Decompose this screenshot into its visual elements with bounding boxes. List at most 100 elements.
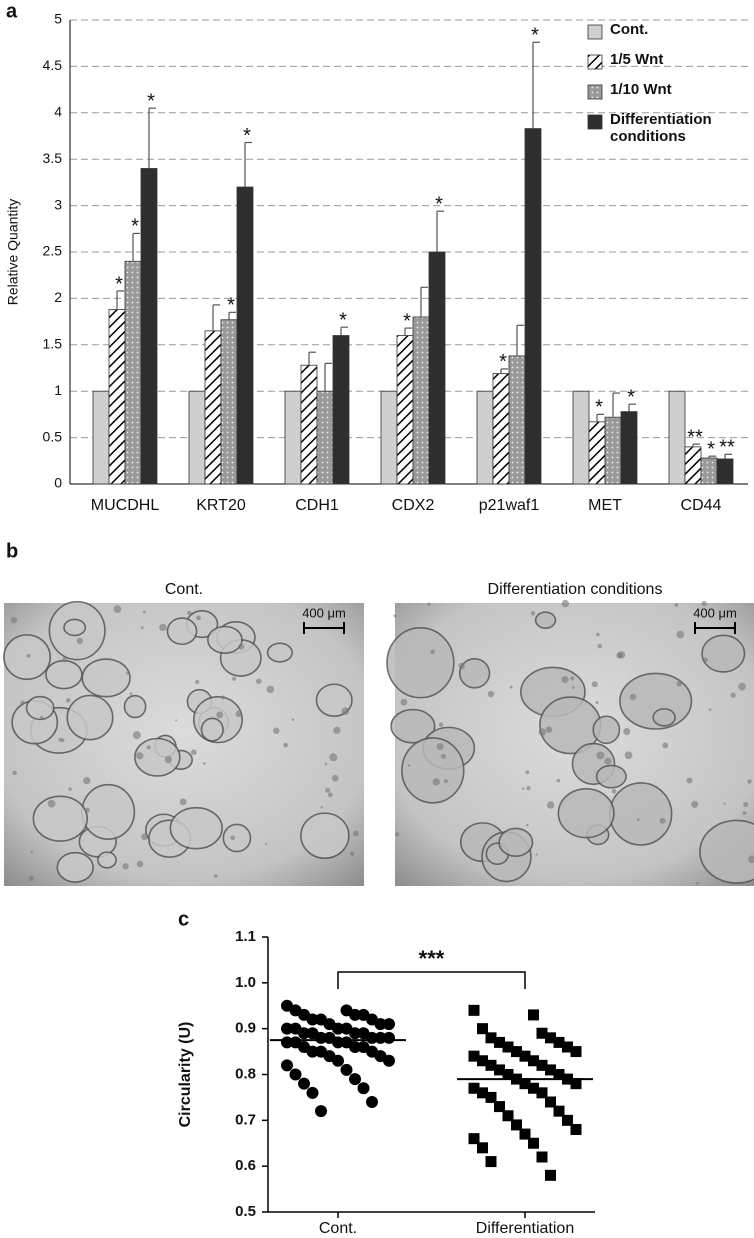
bar: [412, 316, 430, 485]
x-tick-label: MUCDHL: [91, 497, 160, 514]
debris: [535, 853, 538, 856]
data-point: [468, 1133, 480, 1145]
data-point: [553, 1105, 565, 1117]
data-point: [536, 1027, 548, 1039]
y-axis-label: Circularity (U): [177, 1022, 194, 1128]
organoid: [81, 658, 131, 698]
debris: [141, 833, 148, 841]
organoid: [81, 783, 136, 840]
debris: [427, 602, 431, 606]
x-tick-label-box: Cont.: [318, 1220, 358, 1237]
y-tick-label: 4.5: [43, 57, 63, 73]
data-point: [494, 1036, 505, 1048]
data-point: [289, 1068, 302, 1081]
data-point: [468, 1082, 480, 1094]
debris: [487, 690, 495, 698]
debris: [325, 787, 331, 793]
bar: [492, 373, 510, 485]
bar: [700, 457, 718, 485]
debris: [122, 863, 129, 870]
debris: [596, 632, 600, 637]
debris: [691, 800, 699, 808]
data-point: [340, 1063, 353, 1076]
y-tick-label: 0.8: [235, 1065, 256, 1082]
data-point: [315, 1105, 327, 1118]
organoid: [592, 715, 621, 745]
organoid: [300, 812, 350, 860]
data-point: [528, 1009, 539, 1021]
bar: [204, 330, 222, 485]
organoid: [401, 737, 465, 804]
organoid: [266, 642, 293, 663]
debris: [40, 715, 44, 720]
debris: [443, 779, 448, 784]
bar: [140, 168, 158, 485]
significance-label: **: [719, 437, 735, 459]
micrograph-title: Cont.: [164, 581, 204, 599]
data-point: [468, 1004, 480, 1016]
data-point: [485, 1059, 497, 1071]
debris: [143, 610, 146, 614]
debris: [723, 802, 726, 805]
debris: [159, 623, 167, 632]
debris: [30, 851, 34, 854]
debris: [68, 787, 72, 791]
debris: [132, 731, 141, 740]
x-tick-label: CDX2: [392, 497, 435, 514]
debris: [187, 610, 192, 616]
legend-label: Cont.: [610, 22, 649, 38]
data-point: [366, 1096, 378, 1108]
debris: [595, 700, 599, 704]
data-point: [374, 1018, 387, 1031]
organoid: [701, 634, 746, 673]
panel-label: c: [178, 908, 189, 930]
debris: [530, 611, 536, 616]
data-point: [536, 1059, 548, 1071]
debris: [538, 728, 547, 736]
significance-label: *: [531, 25, 539, 47]
y-tick-label: 0.5: [235, 1203, 256, 1220]
scale-bar-label: 400 μm: [302, 605, 346, 620]
bar: [428, 251, 446, 485]
debris: [47, 799, 56, 808]
x-tick-label: Differentiation conditions: [475, 1220, 575, 1238]
debris: [353, 830, 359, 837]
organoid: [63, 618, 87, 637]
debris: [597, 643, 603, 649]
y-tick-label: 3.5: [43, 150, 63, 166]
bar: [716, 458, 734, 485]
debris: [266, 685, 275, 694]
data-point: [306, 1013, 319, 1026]
debris: [324, 762, 328, 766]
debris: [146, 745, 151, 750]
data-point: [562, 1114, 573, 1126]
significance-label: *: [627, 386, 635, 408]
y-tick-label: 3: [54, 196, 62, 212]
debris: [611, 789, 617, 794]
data-point: [502, 1110, 514, 1122]
debris: [291, 718, 295, 721]
debris: [136, 752, 144, 760]
data-point: [528, 1055, 539, 1067]
significance-label: *: [147, 90, 155, 112]
debris: [62, 657, 68, 663]
bar: [508, 355, 526, 485]
significance-label: *: [227, 295, 235, 317]
bar: [620, 411, 638, 485]
debris: [179, 798, 187, 806]
debris: [440, 753, 447, 759]
y-tick-label: 1: [54, 382, 62, 398]
organoid: [200, 717, 224, 742]
debris: [561, 599, 570, 608]
bar: [476, 390, 494, 485]
y-tick-label: 5: [54, 11, 62, 27]
debris: [436, 743, 444, 751]
data-point: [298, 1027, 310, 1040]
debris: [164, 755, 172, 764]
debris: [616, 652, 623, 659]
debris: [140, 626, 144, 630]
x-tick-label: p21waf1: [479, 497, 540, 514]
x-tick-label: Cont.: [318, 1220, 358, 1237]
bar: [572, 390, 590, 485]
debris: [76, 637, 83, 645]
